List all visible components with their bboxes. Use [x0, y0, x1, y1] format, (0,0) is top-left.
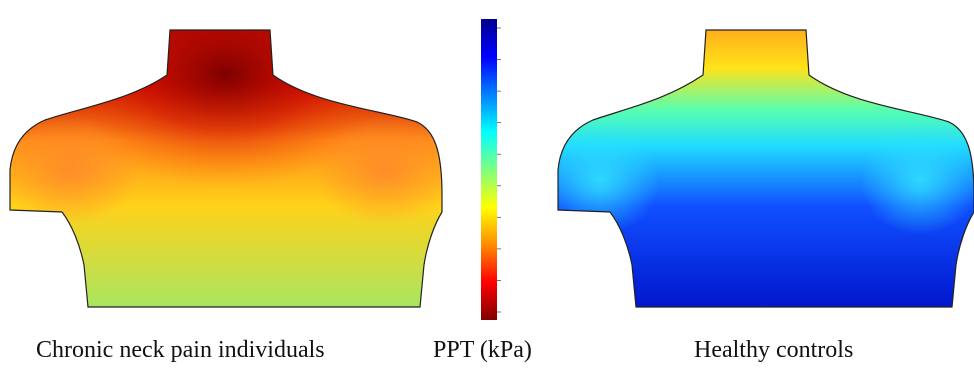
colorbar-gradient — [481, 19, 497, 320]
chronic-neck-pain-map — [9, 29, 443, 308]
torso-outline-right — [557, 29, 974, 308]
healthy-controls-map — [557, 29, 974, 308]
torso-outline-left — [9, 29, 443, 308]
colorbar-caption: PPT (kPa) — [433, 337, 532, 363]
colorbar-ticks — [497, 27, 501, 313]
chronic-neck-pain-caption: Chronic neck pain individuals — [36, 337, 325, 363]
ppt-colorbar — [481, 19, 501, 320]
healthy-controls-caption: Healthy controls — [694, 337, 854, 363]
